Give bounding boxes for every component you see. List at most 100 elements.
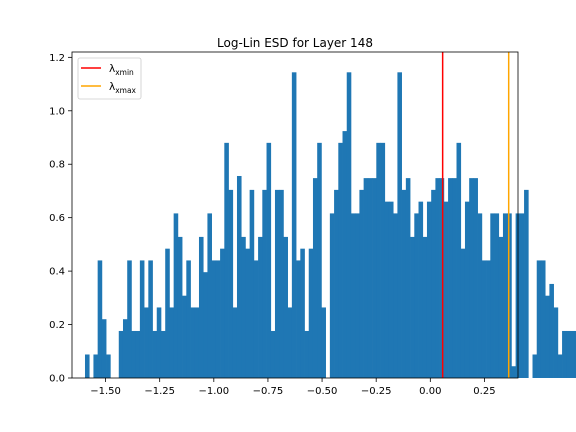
histogram-bar — [511, 366, 516, 378]
histogram-bar — [224, 142, 229, 378]
histogram-bar — [494, 213, 500, 378]
x-tick-label: −1.50 — [90, 386, 121, 397]
histogram-bar — [215, 260, 221, 378]
histogram-bar — [448, 178, 453, 378]
histogram-bar — [211, 260, 217, 378]
y-tick-label: 0.2 — [49, 320, 65, 331]
histogram-bar — [270, 330, 276, 378]
histogram-bar — [207, 213, 212, 378]
histogram-bar — [312, 178, 318, 378]
legend-label-xmax: λxmax — [109, 81, 137, 95]
histogram-bar — [190, 307, 196, 378]
histogram-bar — [456, 142, 462, 378]
histogram-bar — [317, 142, 322, 378]
histogram-bar — [274, 189, 280, 378]
histogram-bar — [101, 319, 107, 378]
histogram-bar — [422, 236, 428, 378]
histogram-bar — [532, 354, 538, 378]
histogram-bar — [156, 307, 162, 378]
histogram-bar — [122, 319, 128, 378]
histogram-bar — [177, 236, 183, 378]
y-tick-label: 0.6 — [49, 213, 65, 224]
histogram-bar — [131, 330, 136, 378]
x-tick-label: 0.25 — [473, 386, 495, 397]
histogram-bar — [372, 178, 377, 378]
histogram-bar — [452, 178, 457, 378]
histogram-bar — [562, 330, 567, 378]
y-tick-label: 0.4 — [49, 267, 65, 278]
histogram-bar — [553, 307, 559, 378]
histogram-bar — [481, 260, 487, 378]
histogram-bar — [258, 236, 263, 378]
histogram-bar — [359, 189, 364, 378]
histogram-bar — [557, 354, 563, 378]
histogram-bar — [253, 260, 259, 378]
histogram-bar — [296, 260, 301, 378]
histogram-bar — [266, 142, 272, 378]
x-tick-label: 0.00 — [419, 386, 441, 397]
histogram-bar — [418, 201, 424, 378]
y-axis: 0.0 0.2 0.4 0.6 0.8 1.0 1.2 — [49, 53, 72, 385]
histogram-bar — [139, 260, 145, 378]
histogram-bar — [536, 260, 542, 378]
histogram-bar — [241, 236, 246, 378]
histogram-bar — [397, 72, 402, 378]
histogram-bar — [540, 260, 546, 378]
histogram-bar — [304, 330, 310, 378]
histogram-bar — [182, 295, 187, 378]
histogram-bar — [443, 201, 449, 378]
histogram-bar — [477, 213, 483, 378]
x-tick-label: −1.00 — [198, 386, 229, 397]
histogram-bar — [376, 142, 381, 378]
y-tick-label: 1.2 — [49, 53, 65, 64]
histogram-bar — [469, 178, 474, 378]
histogram-bar — [464, 201, 470, 378]
histogram-bar — [84, 354, 90, 378]
histogram-bar — [460, 248, 466, 378]
x-tick-label: −1.25 — [144, 386, 175, 397]
histogram-bar — [262, 189, 267, 378]
histogram-bar — [388, 201, 394, 378]
histogram-bar — [490, 213, 495, 378]
histogram-bar — [342, 131, 348, 378]
histogram-bar — [355, 213, 360, 378]
histogram-bar — [287, 307, 293, 378]
histogram-bar — [232, 307, 238, 378]
histogram-bar — [426, 201, 432, 378]
chart-title: Log-Lin ESD for Layer 148 — [217, 36, 373, 50]
histogram-bar — [384, 201, 390, 378]
plot-area-frame — [71, 51, 519, 379]
x-axis: −1.50 −1.25 −1.00 −0.75 −0.50 −0.25 0.00 0.25 — [90, 378, 496, 397]
histogram-bar — [186, 260, 191, 378]
x-tick-label: −0.75 — [253, 386, 284, 397]
histogram-bar — [291, 72, 297, 378]
histogram-bar — [152, 330, 158, 378]
histogram-bar — [245, 248, 250, 378]
legend: λxmin λxmax — [77, 57, 142, 100]
histogram-bar — [393, 213, 398, 378]
histogram-bar — [220, 248, 225, 378]
histogram-bar — [160, 330, 166, 378]
histogram-bar — [346, 72, 352, 378]
histogram-bar — [574, 330, 576, 378]
histogram-bar — [321, 307, 326, 378]
histogram-bar — [410, 236, 415, 378]
bars-group — [84, 72, 576, 378]
histogram-bar — [405, 178, 411, 378]
histogram-bar — [203, 272, 208, 378]
histogram-bar — [380, 142, 386, 378]
histogram-bar — [435, 178, 440, 378]
histogram-bar — [228, 189, 234, 378]
x-tick-label: −0.25 — [361, 386, 392, 397]
histogram-bar — [545, 295, 550, 378]
histogram-bar — [127, 260, 132, 378]
y-tick-label: 1.0 — [49, 106, 65, 117]
histogram-bar — [401, 189, 407, 378]
histogram-bar — [486, 260, 491, 378]
histogram-bar — [566, 330, 571, 378]
histogram-bar — [148, 260, 153, 378]
histogram-bar — [308, 248, 314, 378]
histogram-bar — [524, 189, 529, 378]
histogram-bar — [363, 178, 369, 378]
